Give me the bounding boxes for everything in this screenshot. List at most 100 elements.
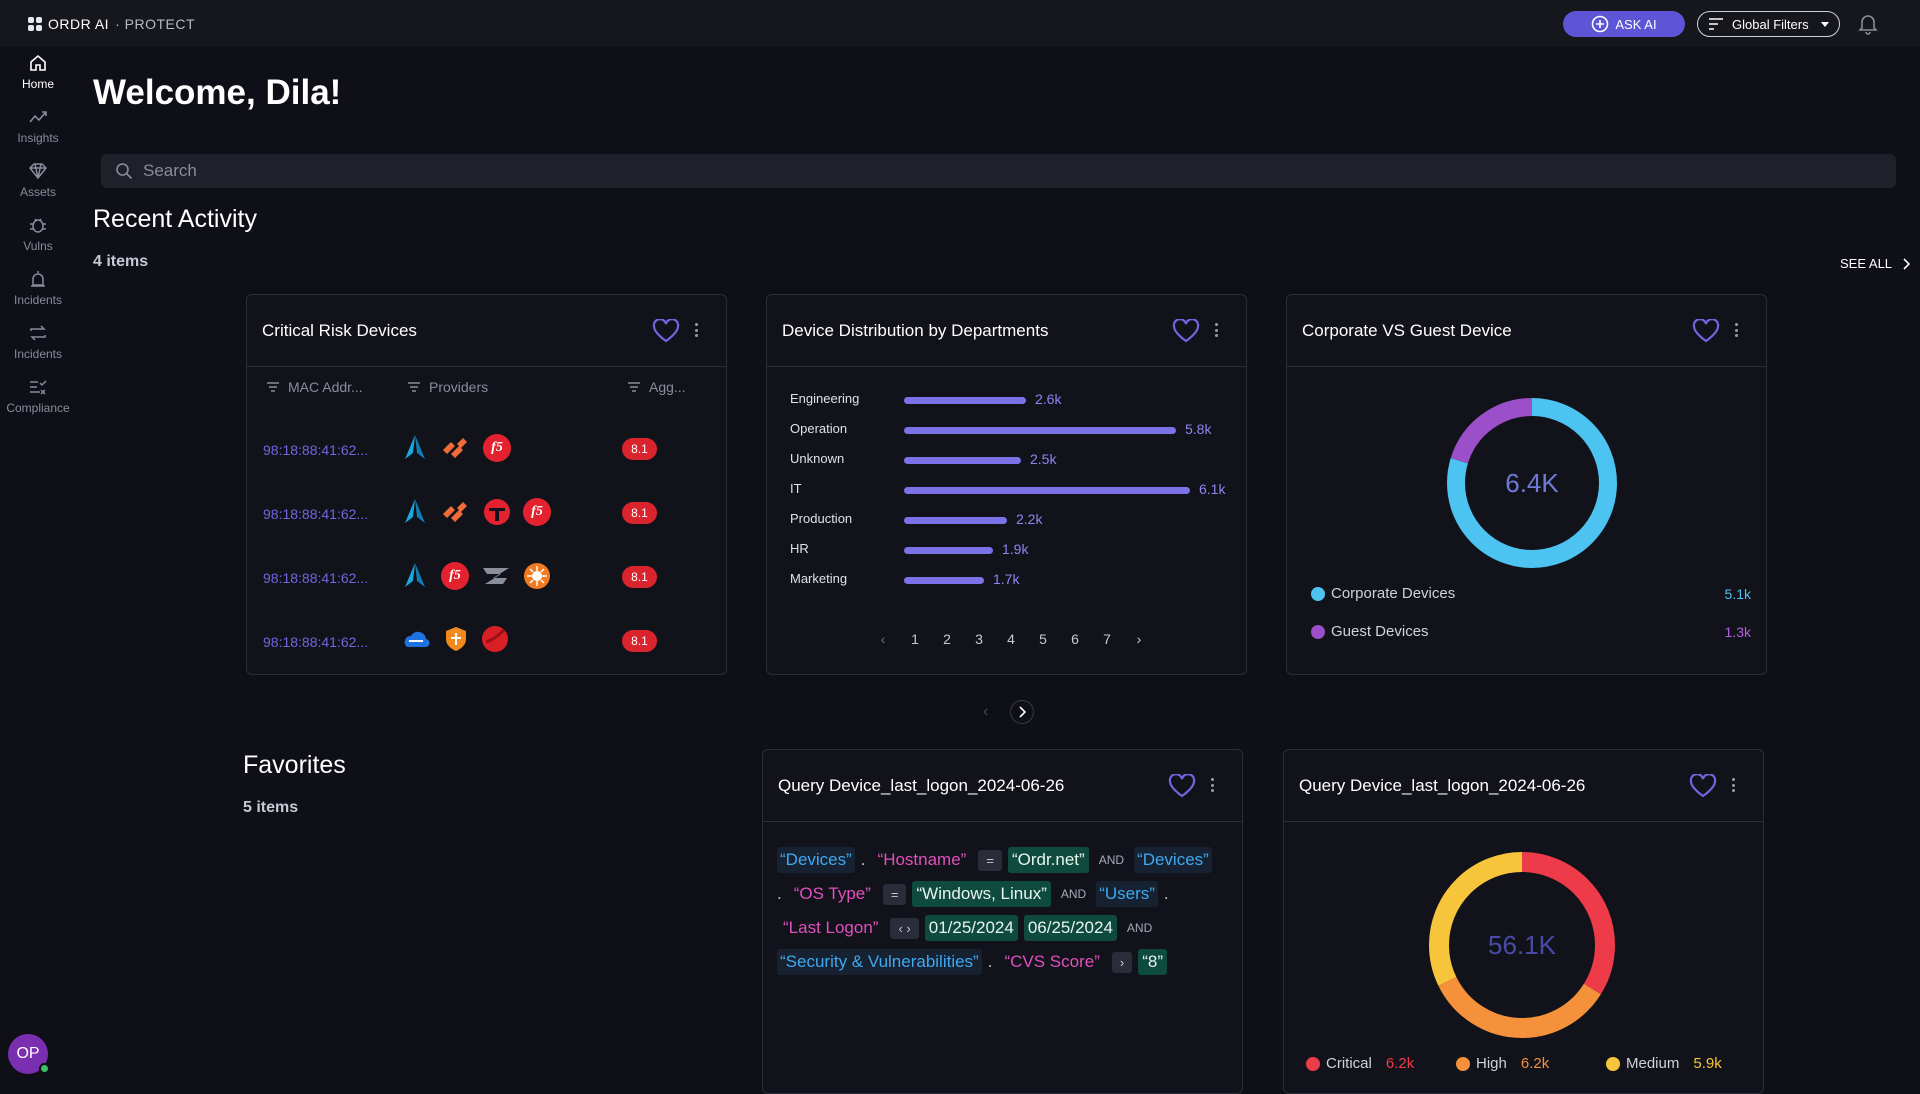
more-options-icon[interactable] bbox=[695, 323, 698, 337]
home-icon bbox=[30, 54, 46, 71]
donut-slice[interactable] bbox=[1429, 852, 1615, 1038]
query-dot-token[interactable]: . bbox=[987, 952, 993, 971]
page-number[interactable]: 4 bbox=[1007, 631, 1015, 647]
sidebar-item-incidents-2[interactable]: Incidents bbox=[0, 323, 76, 377]
mac-address-link[interactable]: 98:18:88:41:62... bbox=[263, 570, 369, 586]
user-avatar[interactable]: OP bbox=[8, 1034, 50, 1074]
favorite-heart-icon[interactable] bbox=[1689, 774, 1717, 798]
risk-score-badge: 8.1 bbox=[622, 630, 657, 652]
page-number[interactable]: 1 bbox=[911, 631, 919, 647]
ordr-logo-icon bbox=[28, 17, 42, 31]
legend-medium[interactable]: Medium 5.9k bbox=[1606, 1055, 1722, 1072]
mac-address-link[interactable]: 98:18:88:41:62... bbox=[263, 634, 369, 650]
donut-slice[interactable] bbox=[1429, 852, 1615, 1038]
column-header-mac[interactable]: MAC Addr... bbox=[266, 379, 363, 395]
query-attribute-token[interactable]: “CVS Score” bbox=[1004, 952, 1100, 971]
page-number[interactable]: 2 bbox=[943, 631, 951, 647]
provider-icons: f5 bbox=[401, 433, 511, 463]
bar-value-label: 1.9k bbox=[1002, 541, 1029, 557]
query-value-token[interactable]: 06/25/2024 bbox=[1023, 915, 1117, 941]
next-page-icon[interactable]: › bbox=[1136, 631, 1142, 647]
page-number[interactable]: 3 bbox=[975, 631, 983, 647]
bar-category-label: Production bbox=[790, 511, 853, 526]
brand-name: ORDR AI bbox=[48, 16, 110, 32]
see-all-link[interactable]: SEE ALL bbox=[1840, 256, 1911, 271]
query-entity-token[interactable]: “Users” bbox=[1096, 881, 1158, 907]
bar-mark[interactable] bbox=[904, 487, 1190, 494]
bar-category-label: Engineering bbox=[790, 391, 860, 406]
favorites-count: 5 items bbox=[243, 799, 299, 816]
legend-high[interactable]: High 6.2k bbox=[1456, 1055, 1549, 1072]
query-entity-token[interactable]: “Devices” bbox=[1134, 847, 1212, 873]
more-options-icon[interactable] bbox=[1215, 323, 1218, 337]
legend-critical[interactable]: Critical 6.2k bbox=[1306, 1055, 1414, 1072]
query-operator-token[interactable]: › bbox=[1111, 951, 1133, 973]
page-number[interactable]: 7 bbox=[1103, 631, 1111, 647]
bar-mark[interactable] bbox=[904, 577, 984, 584]
legend-corporate[interactable]: Corporate Devices 5.1k bbox=[1311, 585, 1751, 602]
page-number[interactable]: 5 bbox=[1039, 631, 1047, 647]
query-value-token[interactable]: 01/25/2024 bbox=[924, 915, 1018, 941]
carousel-next-button[interactable] bbox=[1010, 700, 1034, 724]
query-line: . “OS Type” = “Windows, Linux” AND “Users”. bbox=[777, 881, 1169, 907]
page-number[interactable]: 6 bbox=[1071, 631, 1079, 647]
favorite-heart-icon[interactable] bbox=[1172, 319, 1200, 343]
favorite-heart-icon[interactable] bbox=[1168, 774, 1196, 798]
app-logo[interactable]: ORDR AI · PROTECT bbox=[28, 16, 195, 32]
query-attribute-token[interactable]: “Hostname” bbox=[877, 850, 967, 869]
favorite-heart-icon[interactable] bbox=[1692, 319, 1720, 343]
sidebar-item-home[interactable]: Home bbox=[0, 53, 76, 107]
bar-value-label: 5.8k bbox=[1185, 421, 1212, 437]
query-card: Query Device_last_logon_2024-06-26 “Devi… bbox=[762, 749, 1243, 1094]
bar-mark[interactable] bbox=[904, 397, 1026, 404]
query-value-token[interactable]: “Windows, Linux” bbox=[912, 881, 1051, 907]
carousel-prev-icon[interactable]: ‹ bbox=[983, 703, 989, 720]
query-and-token[interactable]: AND bbox=[1098, 853, 1125, 867]
query-dot-token[interactable]: . bbox=[860, 850, 866, 869]
search-input[interactable]: Search bbox=[143, 161, 197, 180]
query-entity-token[interactable]: “Security & Vulnerabilities” bbox=[777, 949, 982, 975]
column-header-providers[interactable]: Providers bbox=[407, 379, 488, 395]
global-filters-dropdown[interactable]: Global Filters bbox=[1697, 11, 1840, 37]
query-operator-token[interactable]: = bbox=[978, 849, 1002, 871]
query-and-token[interactable]: AND bbox=[1060, 887, 1087, 901]
sidebar-item-vulns[interactable]: Vulns bbox=[0, 215, 76, 269]
mac-address-link[interactable]: 98:18:88:41:62... bbox=[263, 506, 369, 522]
more-options-icon[interactable] bbox=[1735, 323, 1738, 337]
more-options-icon[interactable] bbox=[1211, 778, 1214, 792]
query-entity-token[interactable]: “Devices” bbox=[777, 847, 855, 873]
column-header-aggregate[interactable]: Agg... bbox=[627, 379, 686, 395]
online-status-dot bbox=[39, 1063, 50, 1074]
mac-address-link[interactable]: 98:18:88:41:62... bbox=[263, 442, 369, 458]
sidebar-item-compliance[interactable]: Compliance bbox=[0, 377, 76, 431]
bar-mark[interactable] bbox=[904, 427, 1176, 434]
bar-mark[interactable] bbox=[904, 547, 993, 554]
query-attribute-token[interactable]: “Last Logon” bbox=[783, 918, 879, 937]
legend-guest[interactable]: Guest Devices 1.3k bbox=[1311, 623, 1751, 640]
prev-page-icon[interactable]: ‹ bbox=[880, 631, 886, 647]
more-options-icon[interactable] bbox=[1732, 778, 1735, 792]
query-and-token[interactable]: AND bbox=[1126, 921, 1153, 935]
bar-mark[interactable] bbox=[904, 457, 1021, 464]
sidebar-item-incidents[interactable]: Incidents bbox=[0, 269, 76, 323]
palo-alto-logo-icon bbox=[443, 502, 467, 522]
bar-mark[interactable] bbox=[904, 517, 1007, 524]
favorite-heart-icon[interactable] bbox=[652, 319, 680, 343]
favorites-title: Favorites bbox=[243, 751, 346, 779]
provider-icons: f5 bbox=[401, 497, 551, 527]
query-value-token[interactable]: “8” bbox=[1138, 949, 1168, 975]
legend-value: 5.1k bbox=[1724, 585, 1751, 602]
ask-ai-button[interactable]: ASK AI bbox=[1563, 11, 1685, 37]
sidebar-item-assets[interactable]: Assets bbox=[0, 161, 76, 215]
notification-bell-icon[interactable] bbox=[1858, 13, 1878, 35]
query-dot-token[interactable]: . bbox=[777, 884, 782, 903]
query-attribute-token[interactable]: “OS Type” bbox=[793, 884, 871, 903]
query-operator-token[interactable]: ‹ › bbox=[890, 917, 919, 939]
search-bar[interactable]: Search bbox=[101, 154, 1896, 188]
donut-slice[interactable] bbox=[1447, 398, 1617, 568]
chevron-down-icon bbox=[1821, 21, 1829, 27]
query-operator-token[interactable]: = bbox=[882, 883, 907, 905]
query-dot-token[interactable]: . bbox=[1163, 884, 1169, 903]
query-value-token[interactable]: “Ordr.net” bbox=[1007, 847, 1089, 873]
sidebar-item-insights[interactable]: Insights bbox=[0, 107, 76, 161]
